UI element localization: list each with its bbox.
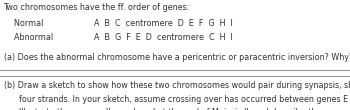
Text: Illustrate the germ cells produced at the end of Meiosis II  and describe these : Illustrate the germ cells produced at th… [4,108,350,110]
Text: four strands. In your sketch, assume crossing over has occurred between genes E : four strands. In your sketch, assume cro… [4,95,350,104]
Text: (b) Draw a sketch to show how these two chromosomes would pair during synapsis, : (b) Draw a sketch to show how these two … [4,81,350,90]
Text: (a) Does the abnormal chromosome have a pericentric or paracentric inversion? Wh: (a) Does the abnormal chromosome have a … [4,53,350,62]
Text: Abnormal: Abnormal [4,33,52,42]
Text: A  B  G  F  E  D  centromere  C  H  I: A B G F E D centromere C H I [94,33,233,42]
Text: A  B  C  centromere  D  E  F  G  H  I: A B C centromere D E F G H I [94,19,233,28]
Text: Two chromosomes have the ff. order of genes:: Two chromosomes have the ff. order of ge… [4,3,190,12]
Text: Normal: Normal [4,19,43,28]
